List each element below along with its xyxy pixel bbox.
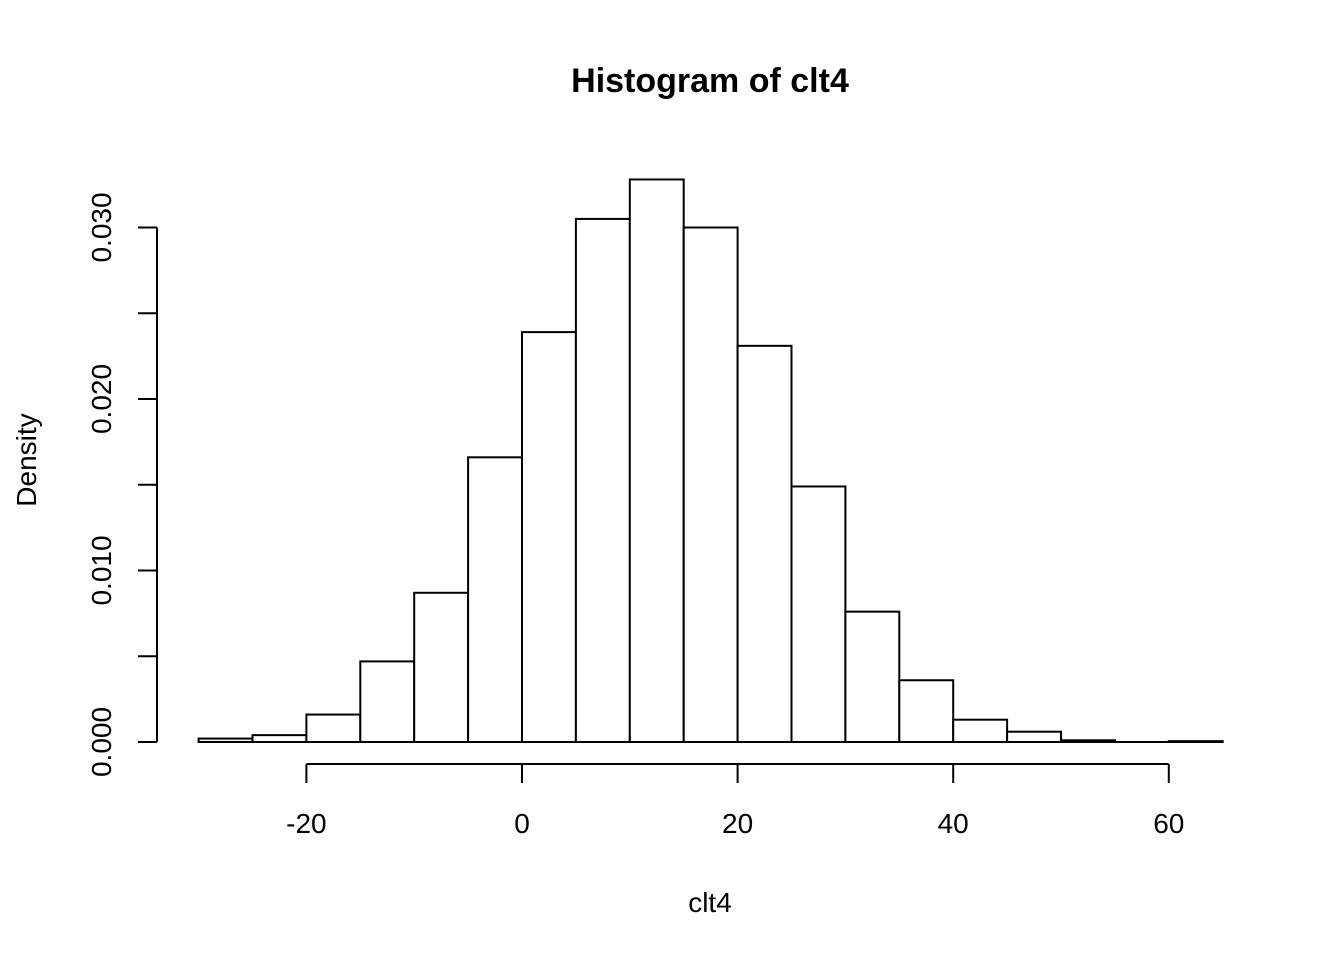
y-tick-label: 0.000 xyxy=(86,707,117,777)
x-tick-label: 0 xyxy=(514,808,530,839)
x-tick-label: -20 xyxy=(286,808,326,839)
histogram-bar xyxy=(413,591,470,743)
histogram-bar xyxy=(305,713,362,743)
y-axis-label: Density xyxy=(11,413,42,506)
histogram-bar xyxy=(521,331,577,743)
histogram-bar xyxy=(628,178,685,744)
x-axis: -20 0 20 40 60 xyxy=(286,763,1184,839)
x-axis-label: clt4 xyxy=(688,887,732,918)
histogram-bar xyxy=(359,660,416,744)
histogram-bar xyxy=(251,734,308,744)
y-axis: 0.000 0.010 0.020 0.030 xyxy=(86,192,158,777)
x-tick-label: 60 xyxy=(1153,808,1184,839)
histogram-bar xyxy=(844,610,901,743)
histogram-bar xyxy=(790,485,847,743)
chart-title: Histogram of clt4 xyxy=(571,62,849,100)
histogram-bar xyxy=(682,226,739,743)
y-tick-label: 0.020 xyxy=(86,364,117,434)
histogram-bar xyxy=(952,718,1009,744)
histogram-bar xyxy=(898,679,955,744)
histogram-bar xyxy=(1006,730,1062,744)
x-tick-label: 20 xyxy=(722,808,753,839)
histogram-bar xyxy=(574,217,631,744)
bars-group xyxy=(197,178,1224,744)
x-tick-label: 40 xyxy=(938,808,969,839)
y-tick-label: 0.030 xyxy=(86,192,117,262)
histogram-bar xyxy=(736,344,793,743)
histogram-bar xyxy=(467,456,524,743)
y-tick-label: 0.010 xyxy=(86,535,117,605)
